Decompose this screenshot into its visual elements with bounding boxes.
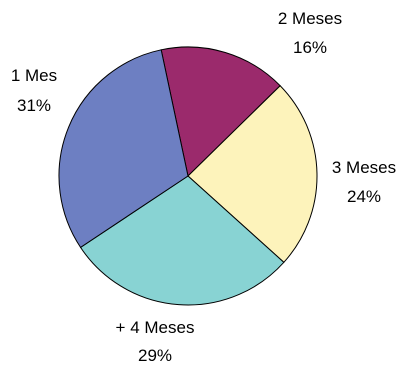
slice-percent-3: 29% — [138, 346, 172, 365]
slice-labels: 2 Meses 16% 3 Meses 24% + 4 Meses 29% 1 Mes 31% — [11, 9, 396, 365]
pie-slice-2 — [187, 85, 318, 264]
slice-label-4: 1 Mes — [11, 66, 57, 85]
slice-percent-2: 24% — [347, 187, 381, 206]
slice-label-1: 2 Meses — [278, 9, 342, 28]
pie-slice-3 — [79, 175, 285, 306]
pie-slice-4 — [58, 49, 189, 249]
pie-slice-1 — [160, 46, 281, 177]
pie-slices — [58, 46, 318, 306]
slice-label-3: + 4 Meses — [116, 318, 195, 337]
slice-percent-4: 31% — [17, 96, 51, 115]
slice-label-2: 3 Meses — [332, 158, 396, 177]
slice-percent-1: 16% — [293, 38, 327, 57]
